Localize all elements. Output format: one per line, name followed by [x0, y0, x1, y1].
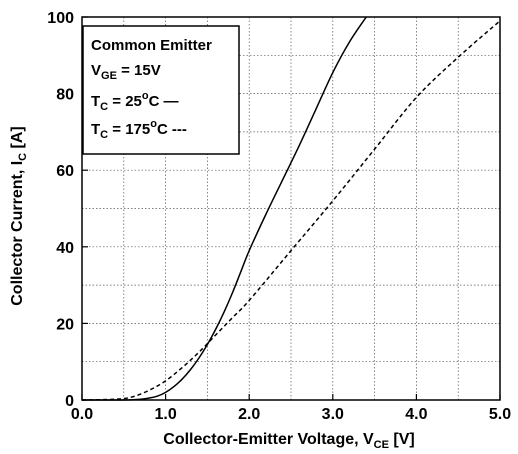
legend-entry-175c: TC = 175oC --- — [91, 118, 187, 141]
x-tick-label: 4.0 — [405, 406, 427, 423]
y-tick-label: 20 — [56, 316, 74, 333]
y-tick-label: 80 — [56, 87, 74, 104]
x-tick-label: 0.0 — [71, 406, 93, 423]
legend-box — [82, 25, 240, 155]
plot-frame — [81, 16, 501, 401]
x-axis-title: Collector-Emitter Voltage, VCE [V] — [163, 431, 414, 451]
x-tick-label: 1.0 — [154, 406, 176, 423]
tick-layer: 0.0 1.0 2.0 3.0 4.0 5.0 0 20 40 60 80 100 — [47, 10, 511, 423]
legend: Common Emitter VGE = 15V TC = 25oC — TC =… — [82, 25, 240, 155]
y-tick-label: 100 — [47, 10, 74, 27]
series-layer — [81, 16, 501, 401]
legend-condition: VGE = 15V — [91, 62, 161, 82]
y-tick-label: 40 — [56, 240, 74, 257]
series-line-25c — [81, 16, 367, 401]
x-tick-label: 2.0 — [238, 406, 260, 423]
y-tick-label: 60 — [56, 163, 74, 180]
legend-entry-25c: TC = 25oC — — [91, 90, 178, 113]
y-axis-title: Collector Current, IC [A] — [9, 126, 29, 306]
y-tick-label: 0 — [65, 393, 74, 410]
x-tick-label: 3.0 — [322, 406, 344, 423]
legend-title: Common Emitter — [91, 37, 212, 54]
x-tick-label: 5.0 — [489, 406, 511, 423]
